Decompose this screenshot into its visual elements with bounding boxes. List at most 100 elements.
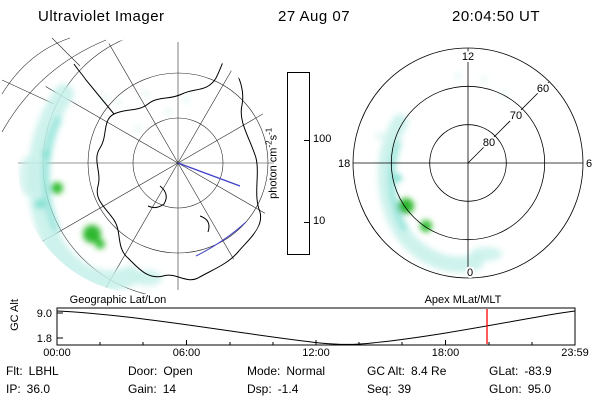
telemetry-label: Flt: xyxy=(6,364,23,378)
aurora-patch xyxy=(35,199,45,209)
unit-sup: -2 xyxy=(264,140,274,148)
telemetry-label: Mode: xyxy=(247,364,281,378)
aurora-bright-spot xyxy=(420,220,432,232)
mlt-label-6: 6 xyxy=(586,158,592,170)
telemetry-value: LBHL xyxy=(28,364,59,378)
xtick-label: 18:00 xyxy=(432,347,460,358)
telemetry-value: 8.4 Re xyxy=(411,364,447,378)
time-label: 20:04:50 UT xyxy=(452,8,541,25)
geo-overlay-marks xyxy=(177,162,247,257)
telemetry-label: IP: xyxy=(6,382,21,396)
aurora-speckle xyxy=(135,125,141,131)
xtick-label: 00:00 xyxy=(43,347,71,358)
aurora-speckle xyxy=(165,109,171,115)
telemetry-seq: Seq: 39 xyxy=(367,382,411,396)
aurora-speckle xyxy=(455,73,461,79)
mlat-label-70: 70 xyxy=(510,110,522,122)
app-title: Ultraviolet Imager xyxy=(38,8,165,25)
telemetry-value: Open xyxy=(163,364,193,378)
left-panel-title: Geographic Lat/Lon xyxy=(70,294,167,306)
aurora-patch xyxy=(42,150,50,158)
telemetry-flt: Flt: LBHL xyxy=(6,364,59,378)
telemetry-value: -1.4 xyxy=(277,382,299,396)
mlt-label-0: 0 xyxy=(467,267,473,279)
geo-aurora-emission xyxy=(5,84,189,291)
mlt-label-12: 12 xyxy=(462,51,474,63)
geographic-image-panel xyxy=(1,37,274,294)
aurora-speckle xyxy=(376,132,384,140)
telemetry-label: Gain: xyxy=(128,382,157,396)
telemetry-ip: IP: 36.0 xyxy=(6,382,50,396)
mlat-label-80: 80 xyxy=(483,137,495,149)
xtick-label: 23:59 xyxy=(561,347,589,358)
telemetry-mode: Mode: Normal xyxy=(247,364,325,378)
telemetry-glat: GLat: -83.9 xyxy=(489,364,552,378)
telemetry-gcalt: GC Alt: 8.4 Re xyxy=(367,364,446,378)
aurora-speckle xyxy=(481,77,487,83)
aurora-bright-spot xyxy=(95,239,105,249)
telemetry-dsp: Dsp: -1.4 xyxy=(247,382,298,396)
telemetry-gain: Gain: 14 xyxy=(128,382,176,396)
telemetry-label: Dsp: xyxy=(247,382,272,396)
terminator-arc xyxy=(195,221,247,257)
telemetry-value: Normal xyxy=(286,364,326,378)
telemetry-door: Door: Open xyxy=(128,364,193,378)
aurora-speckle xyxy=(115,99,121,105)
altitude-curve xyxy=(56,310,576,345)
strip-axes-box xyxy=(56,307,576,346)
aurora-patch xyxy=(394,174,402,182)
telemetry-label: GLat: xyxy=(489,364,519,378)
telemetry-label: GC Alt: xyxy=(367,364,406,378)
aurora-patch xyxy=(470,247,502,261)
colorbar-tick-mark xyxy=(304,140,309,141)
aurora-patch xyxy=(5,147,11,153)
mlat-mlt-grid xyxy=(352,47,584,279)
ytick-label-bottom: 1.8 xyxy=(37,333,52,345)
mlat-label-60: 60 xyxy=(537,83,549,95)
telemetry-value: 36.0 xyxy=(26,382,51,396)
aurora-speckle xyxy=(501,91,507,97)
aurora-speckle xyxy=(183,97,189,103)
unit-sup: -1 xyxy=(264,127,274,135)
right-panel-title: Apex MLat/MLT xyxy=(425,294,502,306)
magnetic-panel: 12 18 6 0 80 70 60 xyxy=(336,47,594,281)
pointing-line xyxy=(177,162,241,187)
colorbar-unit-label: photon cm-2s-1 xyxy=(265,103,280,223)
xtick-label: 12:00 xyxy=(302,347,330,358)
aurora-arc-inner xyxy=(388,140,408,232)
aurora-patch xyxy=(134,270,162,286)
mlt-label-18: 18 xyxy=(338,158,350,170)
aurora-patch xyxy=(19,156,37,196)
xtick-marks xyxy=(56,340,576,345)
aurora-bright-spot xyxy=(83,225,101,243)
date-label: 27 Aug 07 xyxy=(278,8,351,25)
antarctica-coastline xyxy=(73,48,262,281)
unit-text: photon cm xyxy=(267,147,280,199)
aurora-bright-spot xyxy=(398,198,414,214)
aurora-bright-spot xyxy=(51,182,63,194)
aurora-arc-inner xyxy=(41,116,62,232)
telemetry-label: Door: xyxy=(128,364,158,378)
xtick-label: 06:00 xyxy=(173,347,201,358)
telemetry-label: Seq: xyxy=(367,382,392,396)
aurora-speckle xyxy=(143,91,149,97)
colorbar-gradient xyxy=(287,72,310,255)
colorbar-tick-mark xyxy=(304,222,309,223)
telemetry-glon: GLon: 95.0 xyxy=(489,382,551,396)
telemetry-label: GLon: xyxy=(489,382,522,396)
mag-aurora-emission xyxy=(376,73,507,273)
aurora-speckle xyxy=(101,95,107,101)
telemetry-value: 14 xyxy=(162,382,177,396)
telemetry-value: 39 xyxy=(397,382,412,396)
telemetry-value: 95.0 xyxy=(527,382,552,396)
altitude-strip-chart: Geographic Lat/Lon Apex MLat/MLT 9.0 1.8 xyxy=(37,294,589,358)
aurora-arc xyxy=(378,114,484,273)
geo-grid-corner-arcs xyxy=(1,37,107,133)
mlat-label-radial xyxy=(467,81,550,164)
colorbar-tick-100: 100 xyxy=(313,133,332,145)
colorbar-tick-10: 10 xyxy=(313,215,326,227)
aurora-arc xyxy=(27,84,140,291)
telemetry-value: -83.9 xyxy=(524,364,552,378)
ytick-label-top: 9.0 xyxy=(37,308,52,320)
